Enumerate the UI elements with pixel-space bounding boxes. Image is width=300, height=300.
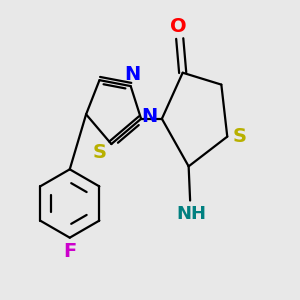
Text: N: N: [124, 65, 140, 84]
Text: S: S: [93, 143, 107, 162]
Text: N: N: [141, 107, 158, 126]
Text: F: F: [63, 242, 76, 261]
Text: NH: NH: [177, 205, 207, 223]
Text: S: S: [233, 127, 247, 146]
Text: O: O: [170, 17, 187, 36]
